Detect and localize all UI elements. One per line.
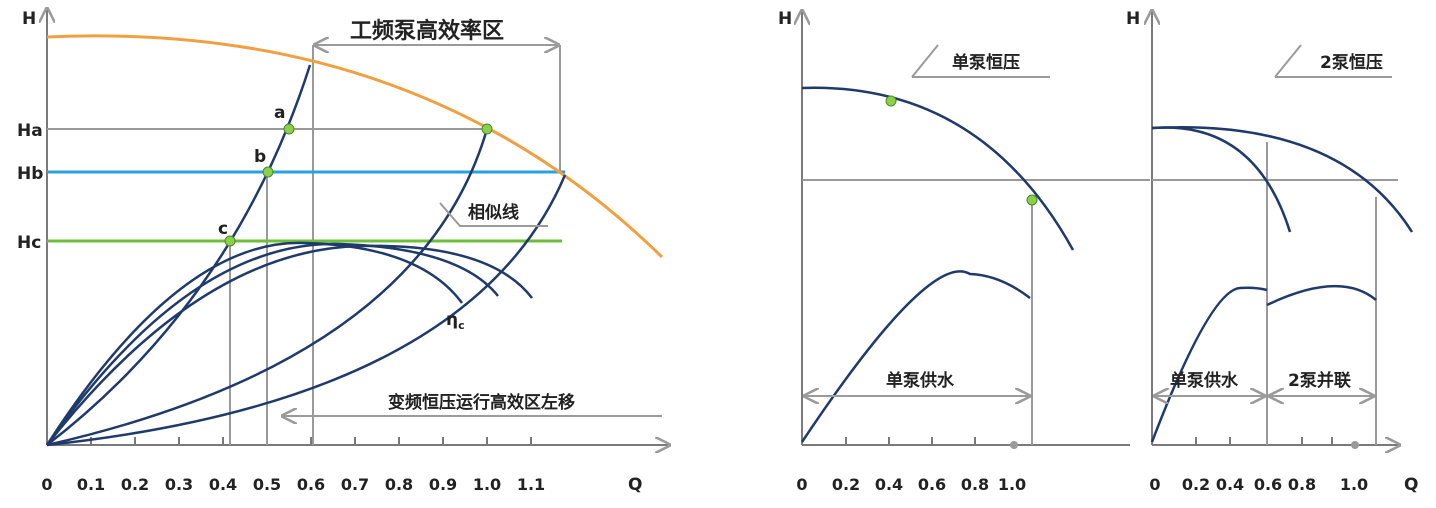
mid-title-slash	[911, 44, 939, 78]
right-x-axis-label: Q	[1404, 475, 1418, 495]
similar-lines	[46, 64, 567, 447]
point-a-marker	[283, 123, 295, 135]
mid-title: 单泵恒压	[952, 52, 1020, 73]
point-c-label: c	[218, 219, 228, 239]
left-tick-label: 0.3	[165, 475, 193, 494]
right-single-label: 单泵供水	[1170, 370, 1239, 391]
left-x-tick-labels: 0 0.1 0.2 0.3 0.4 0.5 0.6 0.7 0.8 0.9 1.…	[41, 475, 545, 494]
shift-note: 变频恒压运行高效区左移	[388, 392, 575, 413]
left-x-tickmarks	[90, 437, 532, 445]
high-eff-zone-label: 工频泵高效率区	[350, 18, 504, 44]
mid-tick-label: 0.6	[918, 475, 946, 494]
point-c-marker	[224, 235, 236, 247]
left-tick-label: 0.9	[429, 475, 457, 494]
right-tick-label: 0.2	[1182, 475, 1210, 494]
right-title-slash	[1274, 44, 1302, 78]
right-tick-label: 0	[1149, 475, 1160, 494]
efficiency-curves	[45, 241, 533, 446]
point-b-label: b	[254, 147, 266, 167]
right-parallel-head-curve	[1151, 126, 1414, 233]
mid-tick-label: 0.2	[832, 475, 860, 494]
point-a-label: a	[274, 103, 285, 123]
mid-x-tickmarks	[845, 437, 976, 445]
left-tick-label: 0.8	[385, 475, 413, 494]
left-y-axis-label: H	[22, 9, 36, 29]
right-title: 2泵恒压	[1320, 52, 1383, 73]
left-tick-label: 0.5	[253, 475, 281, 494]
mid-tick-label: 0	[796, 475, 807, 494]
right-chart: H Q 0 0.2 0.4 0.6 0.8 1.0 2泵恒压 单泵供水 2泵并联	[1126, 9, 1418, 495]
mid-tick-label: 0.8	[961, 475, 989, 494]
mid-point-upper	[885, 95, 897, 107]
left-tick-label: 0.7	[341, 475, 369, 494]
left-tick-label: 0.2	[121, 475, 149, 494]
ha-label: Ha	[17, 121, 43, 141]
mid-supply-label: 单泵供水	[886, 370, 955, 391]
intersection-points	[224, 123, 493, 247]
mid-y-axis-label: H	[778, 9, 792, 29]
right-parallel-label: 2泵并联	[1288, 370, 1351, 391]
left-tick-label: 1.1	[517, 475, 545, 494]
left-x-axis-label: Q	[628, 475, 642, 495]
hb-label: Hb	[17, 164, 43, 184]
right-tick-label: 1.0	[1340, 475, 1368, 494]
right-parallel-eff-curve	[1266, 285, 1377, 307]
right-x-tickmarks	[1195, 437, 1333, 445]
left-tick-label: 0	[41, 475, 52, 494]
mid-tick-label: 1.0	[998, 475, 1026, 494]
left-chart: H Q 0 0.1 0.2 0.3 0.4 0.5 0.6 0.7 0.8 0.…	[17, 9, 668, 495]
similar-line-label: 相似线	[468, 202, 519, 223]
right-tick-label: 0.6	[1254, 475, 1282, 494]
left-tick-label: 0.4	[209, 475, 237, 494]
right-axis-dot	[1351, 441, 1359, 449]
right-y-axis-label: H	[1126, 9, 1140, 29]
mid-x-tick-labels: 0 0.2 0.4 0.6 0.8 1.0	[796, 475, 1026, 494]
right-single-eff-curve	[1150, 286, 1268, 443]
hc-label: Hc	[17, 233, 41, 253]
left-tick-label: 0.6	[297, 475, 325, 494]
similar-line-leader	[439, 202, 548, 227]
mid-head-curve	[801, 86, 1075, 251]
right-tick-label: 0.4	[1216, 475, 1244, 494]
mid-axis-dot	[1010, 441, 1018, 449]
left-tick-label: 0.1	[77, 475, 105, 494]
point-ha-right-marker	[481, 123, 493, 135]
mid-eff-curve	[800, 270, 1031, 443]
right-tick-label: 0.8	[1288, 475, 1316, 494]
pump-head-curve	[46, 34, 664, 259]
right-x-tick-labels: 0 0.2 0.4 0.6 0.8 1.0	[1149, 475, 1368, 494]
middle-chart: H 0 0.2 0.4 0.6 0.8 1.0 单泵恒压 单泵供水	[778, 9, 1150, 494]
eta-label: ηc	[446, 310, 465, 332]
left-tick-label: 1.0	[473, 475, 501, 494]
point-b-marker	[262, 166, 274, 178]
mid-point-lower	[1026, 194, 1038, 206]
mid-tick-label: 0.4	[875, 475, 903, 494]
